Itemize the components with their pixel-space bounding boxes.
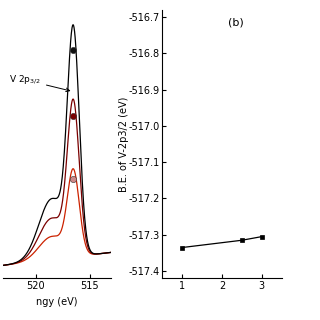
Text: (b): (b) — [228, 18, 244, 28]
Text: V 2p$_{3/2}$: V 2p$_{3/2}$ — [9, 74, 70, 92]
Y-axis label: B.E. of V-2p3/2 (eV): B.E. of V-2p3/2 (eV) — [119, 96, 129, 192]
X-axis label: ngy (eV): ngy (eV) — [36, 297, 78, 307]
